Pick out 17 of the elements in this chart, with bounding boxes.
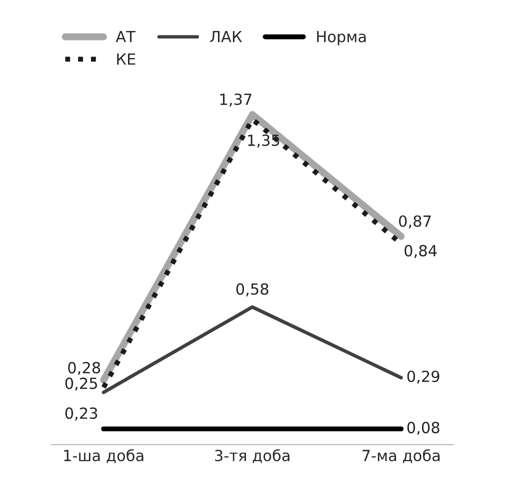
data-label: 1,37: [220, 94, 252, 107]
data-label: 0,08: [407, 422, 440, 435]
legend-label: АТ: [116, 31, 136, 42]
data-label: 0,87: [399, 215, 431, 228]
data-label: 0,23: [65, 407, 98, 421]
legend-label: ЛАК: [210, 31, 242, 42]
data-label: 1,35: [248, 134, 280, 148]
x-tick-label: 3-тя доба: [215, 449, 290, 464]
legend-label: Норма: [317, 31, 366, 46]
data-label: 0,58: [236, 283, 268, 296]
data-label: 0,25: [65, 378, 98, 391]
legend-label: КЕ: [117, 53, 136, 65]
x-tick-label: 7-ма доба: [362, 449, 440, 464]
data-label: 0,29: [407, 370, 440, 384]
data-label: 0,28: [68, 362, 100, 376]
x-tick-label: 1-ша доба: [64, 449, 144, 464]
data-label: 0,84: [404, 244, 437, 258]
